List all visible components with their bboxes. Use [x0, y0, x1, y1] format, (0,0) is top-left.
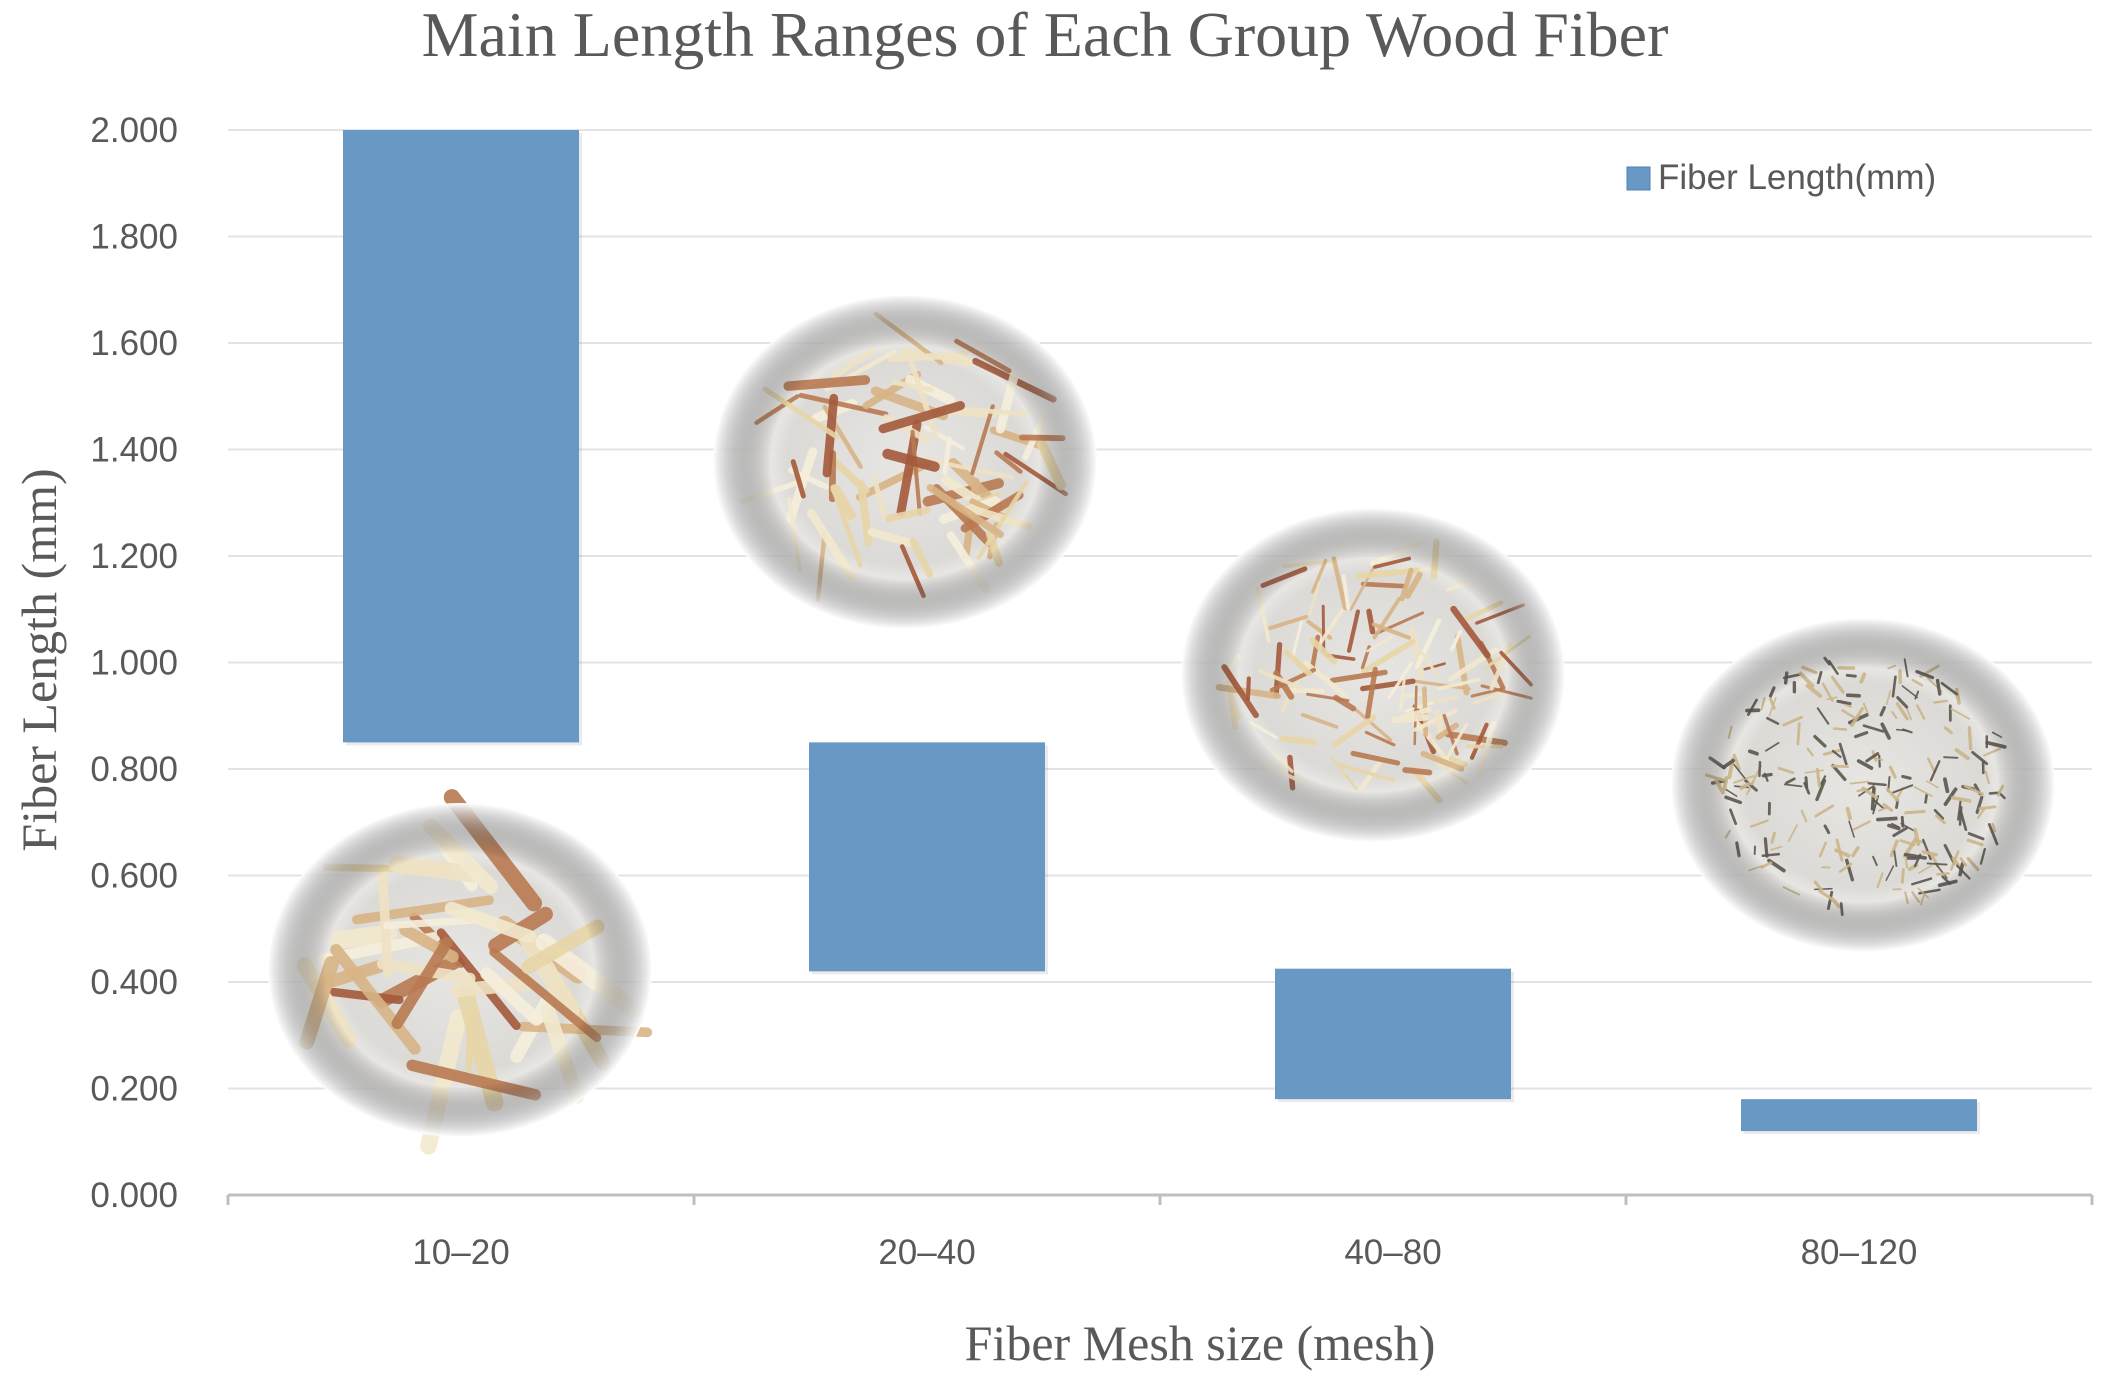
chart-title: Main Length Ranges of Each Group Wood Fi…: [422, 0, 1669, 70]
fiber-micrograph-icon: [713, 295, 1097, 629]
y-tick-labels: 0.000 0.200 0.400 0.600 0.800 1.000 1.200 1.400…: [90, 111, 178, 1215]
x-axis-title: Fiber Mesh size (mesh): [965, 1315, 1436, 1371]
y-tick-label: 1.800: [90, 218, 178, 257]
x-tick-label: 20–40: [878, 1233, 975, 1272]
legend-swatch: [1626, 166, 1651, 191]
x-tick-label: 80–120: [1801, 1233, 1918, 1272]
bar-4: [1741, 1099, 1977, 1132]
y-tick-label: 1.000: [90, 644, 178, 683]
fiber-micrograph-icon: [268, 789, 653, 1155]
bar-2: [809, 742, 1045, 972]
x-tick-label: 40–80: [1344, 1233, 1441, 1272]
y-tick-label: 0.000: [90, 1176, 178, 1215]
y-tick-label: 1.200: [90, 537, 178, 576]
y-tick-label: 0.600: [90, 857, 178, 896]
bars: [343, 130, 1980, 1135]
y-axis-title: Fiber Length (mm): [11, 468, 67, 851]
x-axis: [226, 1193, 2094, 1205]
y-tick-label: 0.200: [90, 1070, 178, 1109]
y-tick-label: 1.400: [90, 431, 178, 470]
y-tick-label: 0.400: [90, 963, 178, 1002]
x-tick-labels: 10–20 20–40 40–80 80–120: [412, 1233, 1917, 1272]
y-tick-label: 1.600: [90, 324, 178, 363]
y-tick-label: 0.800: [90, 750, 178, 789]
x-tick-label: 10–20: [412, 1233, 509, 1272]
bar-1: [343, 130, 579, 743]
fiber-micrographs: [268, 295, 2055, 1155]
fiber-micrograph-icon: [1671, 618, 2055, 952]
legend-label: Fiber Length(mm): [1658, 158, 1936, 197]
y-tick-label: 2.000: [90, 111, 178, 150]
legend: Fiber Length(mm): [1626, 158, 1936, 197]
bar-3: [1275, 968, 1511, 1100]
fiber-micrograph-icon: [1181, 508, 1565, 842]
